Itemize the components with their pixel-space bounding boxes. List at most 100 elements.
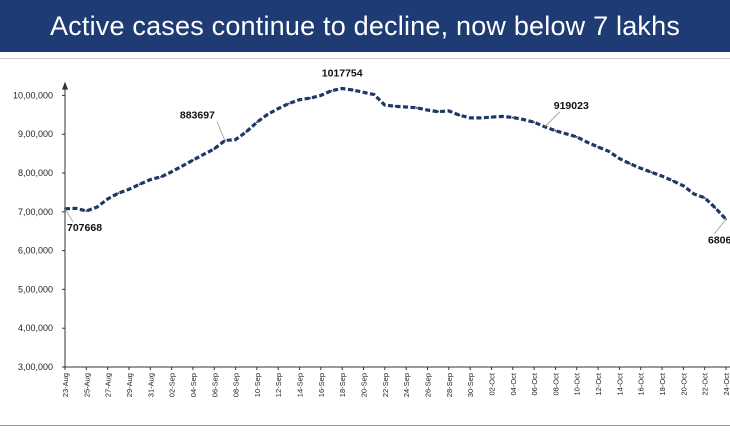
title-banner: Active cases continue to decline, now be… [0, 0, 730, 52]
data-point [575, 136, 578, 138]
x-tick-label: 12-Sep [274, 373, 283, 397]
data-point [181, 165, 184, 167]
x-tick-label: 31-Aug [146, 373, 155, 397]
x-tick-label: 28-Sep [445, 373, 454, 397]
data-point [618, 157, 621, 160]
y-tick-label: 9,00,000 [18, 129, 53, 139]
data-point [319, 94, 322, 97]
x-tick-label: 02-Sep [168, 373, 177, 397]
data-point [447, 110, 450, 112]
data-point [192, 159, 194, 162]
x-tick-label: 23-Aug [61, 373, 70, 397]
data-point [501, 115, 504, 118]
x-tick-label: 25-Aug [82, 373, 91, 397]
data-point [650, 171, 653, 174]
x-tick-label: 02-Oct [487, 372, 496, 395]
x-tick-label: 14-Sep [296, 373, 305, 397]
x-tick-label: 22-Sep [381, 373, 390, 397]
x-tick-label: 10-Oct [573, 372, 582, 395]
y-tick-label: 8,00,000 [18, 168, 53, 178]
x-tick-label: 08-Sep [232, 373, 241, 397]
y-tick-label: 3,00,000 [18, 362, 53, 372]
data-point [714, 207, 717, 209]
data-point [309, 97, 312, 100]
data-point [554, 129, 557, 132]
data-point [256, 121, 258, 124]
data-point [490, 116, 493, 119]
data-point [533, 121, 535, 124]
y-tick-label: 5,00,000 [18, 284, 53, 294]
data-point [106, 198, 109, 200]
data-point [351, 89, 354, 91]
data-point [522, 118, 525, 121]
data-point [234, 138, 237, 141]
data-point [96, 206, 98, 209]
chart-frame [0, 58, 730, 431]
x-tick-label: 06-Oct [530, 372, 539, 395]
x-tick-label: 08-Oct [551, 372, 560, 395]
y-tick-label: 4,00,000 [18, 323, 53, 333]
x-tick-label: 24-Oct [722, 372, 730, 395]
data-point [85, 210, 88, 212]
y-tick-label: 10,00,000 [13, 90, 53, 100]
active-cases-series-line [64, 86, 728, 221]
data-point [629, 162, 631, 165]
data-point [597, 146, 599, 148]
data-point [661, 175, 663, 178]
y-axis-arrow [62, 81, 68, 90]
x-tick-label: 04-Sep [189, 373, 198, 397]
data-point [639, 167, 642, 170]
data-point [170, 170, 173, 173]
data-point [245, 130, 248, 133]
x-tick-label: 29-Aug [125, 373, 134, 397]
data-point [202, 153, 205, 156]
data-point [479, 117, 482, 119]
data-label: 707668 [67, 222, 102, 234]
data-point [415, 106, 418, 109]
annotation-leader-line [544, 111, 561, 128]
data-point [128, 188, 130, 191]
data-point [74, 207, 77, 210]
bottom-divider [0, 425, 730, 426]
x-tick-label: 10-Sep [253, 373, 262, 397]
x-tick-label: 26-Sep [423, 373, 432, 397]
data-point [693, 193, 695, 195]
data-point [138, 183, 141, 186]
data-label: 680680 [708, 234, 730, 246]
data-point [671, 179, 674, 182]
x-tick-label: 16-Oct [637, 372, 646, 395]
data-point [287, 102, 290, 105]
x-tick-label: 12-Oct [594, 372, 603, 395]
data-point [511, 116, 514, 119]
x-tick-label: 04-Oct [509, 372, 518, 395]
x-tick-label: 27-Aug [104, 373, 113, 397]
x-tick-label: 06-Sep [210, 373, 219, 397]
data-point [277, 107, 280, 110]
x-tick-label: 20-Sep [360, 373, 369, 397]
data-point [426, 109, 429, 112]
data-point [607, 150, 610, 153]
y-tick-label: 7,00,000 [18, 207, 53, 217]
data-label: 1017754 [322, 68, 363, 80]
x-tick-label: 30-Sep [466, 373, 475, 397]
y-tick-label: 6,00,000 [18, 246, 53, 256]
data-point [160, 175, 162, 178]
data-point [405, 106, 408, 108]
data-point [213, 148, 216, 150]
data-point [469, 117, 472, 119]
annotation-leader-line [216, 121, 226, 141]
data-point [458, 114, 461, 117]
data-point [383, 104, 386, 106]
data-point [394, 105, 397, 108]
data-label: 883697 [180, 110, 215, 122]
data-label: 919023 [554, 100, 589, 112]
data-point [330, 89, 333, 92]
data-point [586, 141, 589, 144]
data-point [298, 98, 301, 101]
data-point [373, 93, 376, 96]
data-point [682, 184, 685, 187]
data-point [266, 113, 269, 116]
data-point [565, 132, 567, 135]
x-tick-label: 18-Oct [658, 372, 667, 395]
